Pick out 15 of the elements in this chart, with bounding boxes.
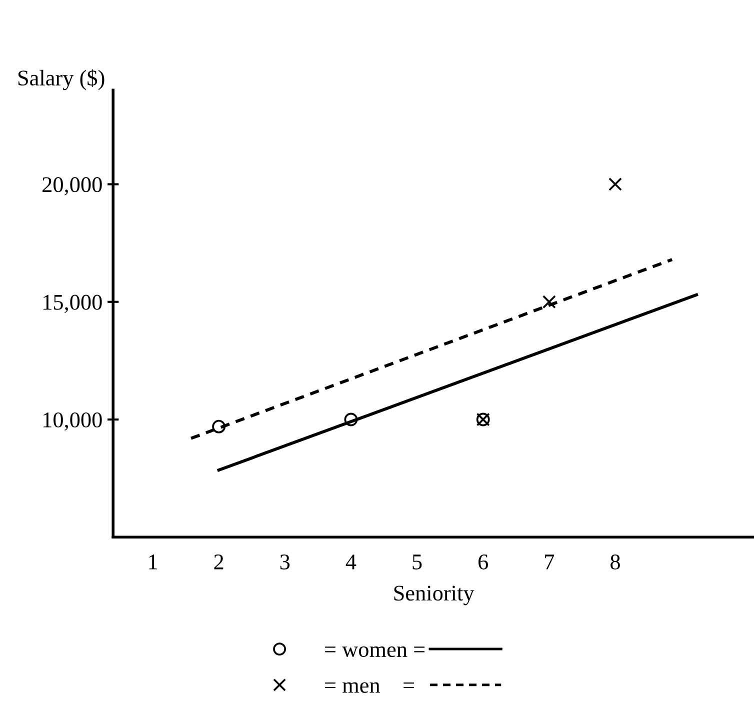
x-tick-label: 6	[478, 554, 488, 570]
x-tick-label: 3	[280, 554, 290, 570]
x-tick-label: 2	[214, 554, 224, 570]
legend-label: = women =	[325, 646, 424, 658]
y-axis-title: Salary ($)	[18, 69, 104, 90]
x-tick-label: 5	[412, 554, 422, 570]
x-tick-label: 8	[610, 554, 620, 570]
y-tick-label: 20,000	[42, 177, 102, 196]
y-tick-label: 10,000	[44, 412, 102, 431]
x-tick-label: 4	[346, 554, 356, 570]
x-tick-label: 7	[545, 554, 554, 570]
x-axis-title: Seniority	[394, 586, 474, 606]
legend-label: = men =	[325, 682, 414, 693]
y-tick-label: 15,000	[44, 294, 102, 313]
x-tick-label: 1	[149, 554, 157, 570]
